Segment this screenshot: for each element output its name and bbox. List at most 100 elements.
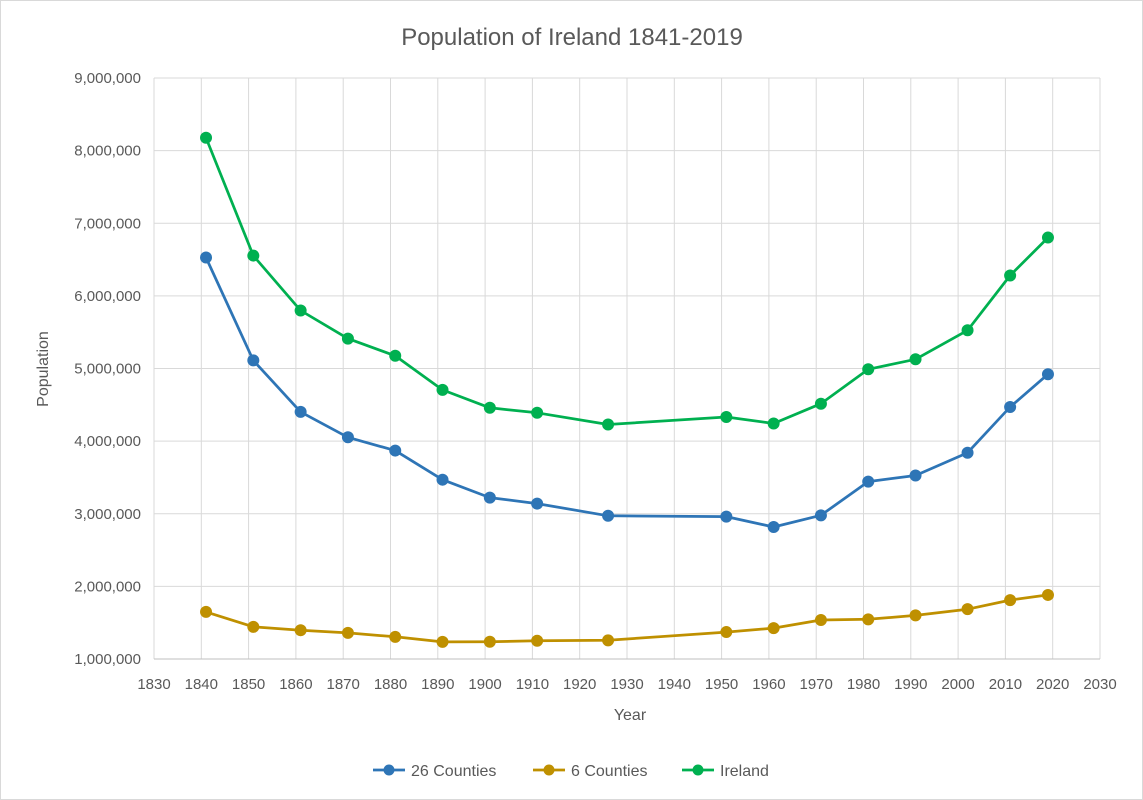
data-point	[1004, 269, 1017, 282]
x-tick-label: 1970	[800, 676, 833, 693]
legend-swatch-marker	[692, 764, 704, 776]
data-point	[294, 624, 307, 637]
x-tick-label: 2000	[941, 676, 974, 693]
legend-label: 6 Counties	[571, 763, 648, 780]
data-point	[767, 520, 780, 533]
y-tick-label: 4,000,000	[74, 433, 141, 450]
legend-swatch-marker	[543, 764, 555, 776]
data-point	[531, 497, 544, 510]
data-point	[341, 332, 354, 345]
data-point	[814, 509, 827, 522]
x-tick-label: 1980	[847, 676, 880, 693]
x-tick-label: 1870	[327, 676, 360, 693]
x-axis-title: Year	[614, 707, 647, 724]
data-point	[294, 405, 307, 418]
legend-label: 26 Counties	[411, 763, 496, 780]
y-tick-label: 5,000,000	[74, 361, 141, 378]
data-point	[483, 491, 496, 504]
data-point	[909, 469, 922, 482]
data-point	[200, 131, 213, 144]
data-point	[602, 634, 615, 647]
x-tick-label: 1930	[610, 676, 643, 693]
x-axis-ticks: 1830 1840 1850 1860 1870 1880 1890 1900 1910 1920…	[137, 676, 1116, 693]
data-point	[341, 431, 354, 444]
x-tick-label: 1850	[232, 676, 265, 693]
y-tick-label: 9,000,000	[74, 70, 141, 87]
data-point	[200, 605, 213, 618]
x-tick-label: 1960	[752, 676, 785, 693]
data-point	[1041, 368, 1054, 381]
data-point	[602, 418, 615, 431]
series-0	[200, 251, 1054, 533]
y-tick-label: 1,000,000	[74, 651, 141, 668]
data-point	[767, 622, 780, 635]
data-point	[814, 614, 827, 627]
series-lines	[200, 131, 1054, 648]
x-tick-label: 1880	[374, 676, 407, 693]
x-tick-label: 2020	[1036, 676, 1069, 693]
y-tick-label: 7,000,000	[74, 215, 141, 232]
legend-item: 6 Counties	[533, 763, 648, 780]
data-point	[814, 397, 827, 410]
data-point	[247, 354, 260, 367]
data-point	[862, 363, 875, 376]
data-point	[436, 473, 449, 486]
legend: 26 Counties 6 Counties Ireland	[373, 763, 769, 780]
data-point	[862, 613, 875, 626]
data-point	[909, 609, 922, 622]
legend-item: Ireland	[682, 763, 769, 780]
data-point	[1041, 231, 1054, 244]
x-tick-label: 1920	[563, 676, 596, 693]
data-point	[247, 620, 260, 633]
y-axis-title: Population	[35, 331, 52, 407]
data-point	[767, 417, 780, 430]
data-point	[909, 353, 922, 366]
x-tick-label: 1840	[185, 676, 218, 693]
x-tick-label: 1910	[516, 676, 549, 693]
data-point	[1041, 588, 1054, 601]
data-point	[602, 509, 615, 522]
data-point	[961, 603, 974, 616]
x-tick-label: 1860	[279, 676, 312, 693]
y-tick-label: 6,000,000	[74, 288, 141, 305]
chart-title: Population of Ireland 1841-2019	[401, 24, 743, 51]
data-point	[341, 626, 354, 639]
y-axis-ticks: 1,000,000 2,000,000 3,000,000 4,000,000 5,00…	[74, 70, 141, 668]
x-tick-label: 1990	[894, 676, 927, 693]
legend-swatch-marker	[383, 764, 395, 776]
data-point	[531, 406, 544, 419]
data-point	[961, 324, 974, 337]
data-point	[961, 446, 974, 459]
data-point	[720, 510, 733, 523]
data-point	[720, 626, 733, 639]
legend-item: 26 Counties	[373, 763, 496, 780]
x-tick-label: 1830	[137, 676, 170, 693]
data-point	[389, 630, 402, 643]
x-tick-label: 1900	[468, 676, 501, 693]
x-tick-label: 1890	[421, 676, 454, 693]
series-2	[200, 131, 1054, 431]
data-point	[294, 304, 307, 317]
data-point	[531, 634, 544, 647]
data-point	[1004, 400, 1017, 413]
series-1	[200, 588, 1054, 648]
x-tick-label: 1940	[658, 676, 691, 693]
y-tick-label: 3,000,000	[74, 506, 141, 523]
data-point	[389, 444, 402, 457]
y-tick-label: 8,000,000	[74, 143, 141, 160]
data-point	[483, 401, 496, 414]
data-point	[483, 635, 496, 648]
legend-label: Ireland	[720, 763, 769, 780]
data-point	[720, 411, 733, 424]
x-tick-label: 2010	[989, 676, 1022, 693]
data-point	[200, 251, 213, 264]
data-point	[436, 383, 449, 396]
x-tick-label: 2030	[1083, 676, 1116, 693]
data-point	[389, 349, 402, 362]
gridlines	[153, 77, 1101, 660]
x-tick-label: 1950	[705, 676, 738, 693]
data-point	[436, 635, 449, 648]
data-point	[862, 475, 875, 488]
